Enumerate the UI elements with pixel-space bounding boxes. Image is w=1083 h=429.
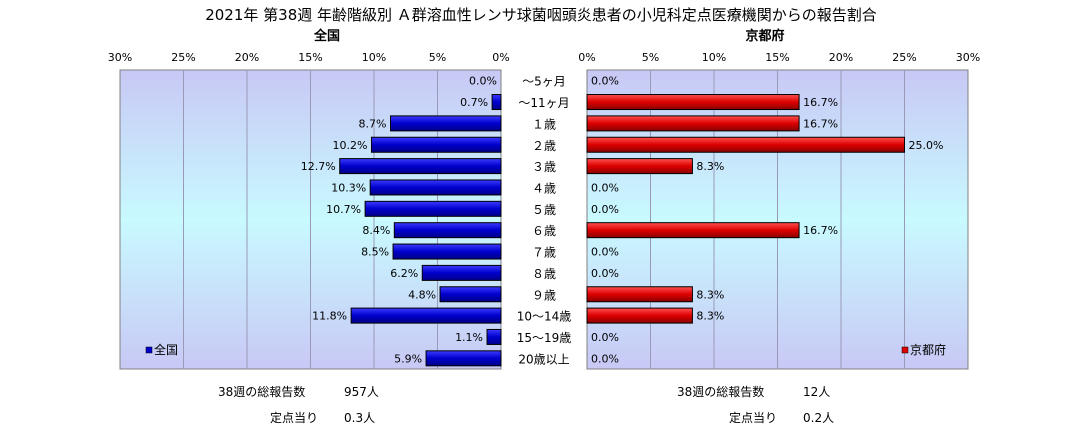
- chart-title: 2021年 第38週 年齢階級別 Ａ群溶血性レンサ球菌咽頭炎患者の小児科定点医療…: [205, 6, 877, 24]
- national-bar: [421, 264, 502, 281]
- national-per-value: 0.3人: [344, 411, 376, 425]
- prefecture-legend-swatch: [901, 346, 909, 354]
- prefecture-per-value: 0.2人: [803, 411, 835, 425]
- national-tick-label: 15%: [298, 51, 322, 64]
- prefecture-tick-label: 30%: [956, 51, 980, 64]
- prefecture-value-label: 16.7%: [803, 117, 838, 130]
- category-label: ４歳: [532, 181, 556, 195]
- prefecture-tick-label: 25%: [892, 51, 916, 64]
- category-label: ９歳: [532, 288, 556, 302]
- national-value-label: 12.7%: [301, 160, 336, 173]
- prefecture-bar: [586, 222, 800, 239]
- national-tick-label: 20%: [235, 51, 259, 64]
- national-value-label: 11.8%: [312, 310, 347, 323]
- national-total-label: 38週の総報告数: [218, 385, 306, 399]
- prefecture-tick-label: 20%: [829, 51, 853, 64]
- prefecture-bar: [586, 115, 800, 132]
- prefecture-tick-label: 10%: [702, 51, 726, 64]
- national-value-label: 10.2%: [333, 139, 368, 152]
- national-bar: [369, 179, 502, 196]
- national-value-label: 0.7%: [460, 96, 488, 109]
- prefecture-value-label: 8.3%: [696, 310, 724, 323]
- national-total-value: 957人: [344, 385, 379, 399]
- prefecture-bar: [586, 94, 800, 111]
- prefecture-tick-label: 0%: [578, 51, 595, 64]
- prefecture-value-label: 8.3%: [696, 160, 724, 173]
- category-label: ２歳: [532, 139, 556, 153]
- category-label: ～5ヶ月: [522, 75, 566, 89]
- prefecture-bar: [586, 286, 693, 303]
- national-value-label: 0.0%: [469, 75, 497, 88]
- national-tick-label: 30%: [108, 51, 132, 64]
- national-value-label: 1.1%: [455, 331, 483, 344]
- national-bar: [339, 158, 502, 175]
- category-label: 10～14歳: [517, 310, 572, 324]
- national-value-label: 10.7%: [326, 203, 361, 216]
- prefecture-total-value: 12人: [803, 385, 831, 399]
- national-value-label: 8.4%: [362, 224, 390, 237]
- category-label: ５歳: [532, 203, 556, 217]
- prefecture-value-label: 0.0%: [591, 331, 619, 344]
- prefecture-tick-label: 15%: [765, 51, 789, 64]
- prefecture-value-label: 0.0%: [591, 267, 619, 280]
- national-value-label: 5.9%: [394, 352, 422, 365]
- prefecture-total-label: 38週の総報告数: [677, 385, 765, 399]
- national-bar: [390, 115, 502, 132]
- category-label: ～11ヶ月: [518, 96, 569, 110]
- national-per-label: 定点当り: [270, 411, 319, 425]
- prefecture-panel-title: 京都府: [745, 28, 784, 44]
- national-value-label: 4.8%: [408, 288, 436, 301]
- prefecture-bar: [586, 307, 693, 324]
- national-value-label: 10.3%: [331, 181, 366, 194]
- prefecture-value-label: 0.0%: [591, 181, 619, 194]
- national-value-label: 8.5%: [361, 246, 389, 259]
- prefecture-bar: [586, 136, 905, 153]
- prefecture-bar: [586, 158, 693, 175]
- category-label: ８歳: [532, 267, 556, 281]
- national-legend-label: 全国: [154, 342, 178, 357]
- prefecture-legend-label: 京都府: [910, 342, 946, 357]
- prefecture-value-label: 8.3%: [696, 288, 724, 301]
- national-bar: [393, 222, 502, 239]
- national-value-label: 8.7%: [359, 117, 387, 130]
- category-label: 20歳以上: [518, 352, 569, 366]
- prefecture-value-label: 0.0%: [591, 352, 619, 365]
- prefecture-value-label: 0.0%: [591, 246, 619, 259]
- national-value-label: 6.2%: [390, 267, 418, 280]
- national-bar: [425, 350, 502, 367]
- category-label: ３歳: [532, 160, 556, 174]
- national-bar: [350, 307, 502, 324]
- national-tick-label: 10%: [362, 51, 386, 64]
- national-bar: [491, 94, 502, 111]
- prefecture-value-label: 25.0%: [909, 139, 944, 152]
- prefecture-per-label: 定点当り: [729, 411, 778, 425]
- national-panel-title: 全国: [313, 28, 340, 44]
- national-bar: [486, 328, 502, 345]
- prefecture-value-label: 0.0%: [591, 75, 619, 88]
- prefecture-value-label: 16.7%: [803, 224, 838, 237]
- national-bar: [392, 243, 502, 260]
- national-bar: [439, 286, 502, 303]
- national-tick-label: 0%: [492, 51, 509, 64]
- category-label: ６歳: [532, 224, 556, 238]
- prefecture-value-label: 16.7%: [803, 96, 838, 109]
- category-label: １歳: [532, 117, 556, 131]
- prefecture-tick-label: 5%: [642, 51, 659, 64]
- category-label: ７歳: [532, 246, 556, 260]
- national-bar: [370, 136, 502, 153]
- national-tick-label: 25%: [171, 51, 195, 64]
- national-tick-label: 5%: [429, 51, 446, 64]
- national-bar: [364, 200, 502, 217]
- national-legend-swatch: [145, 346, 153, 354]
- prefecture-value-label: 0.0%: [591, 203, 619, 216]
- category-label: 15～19歳: [517, 331, 572, 345]
